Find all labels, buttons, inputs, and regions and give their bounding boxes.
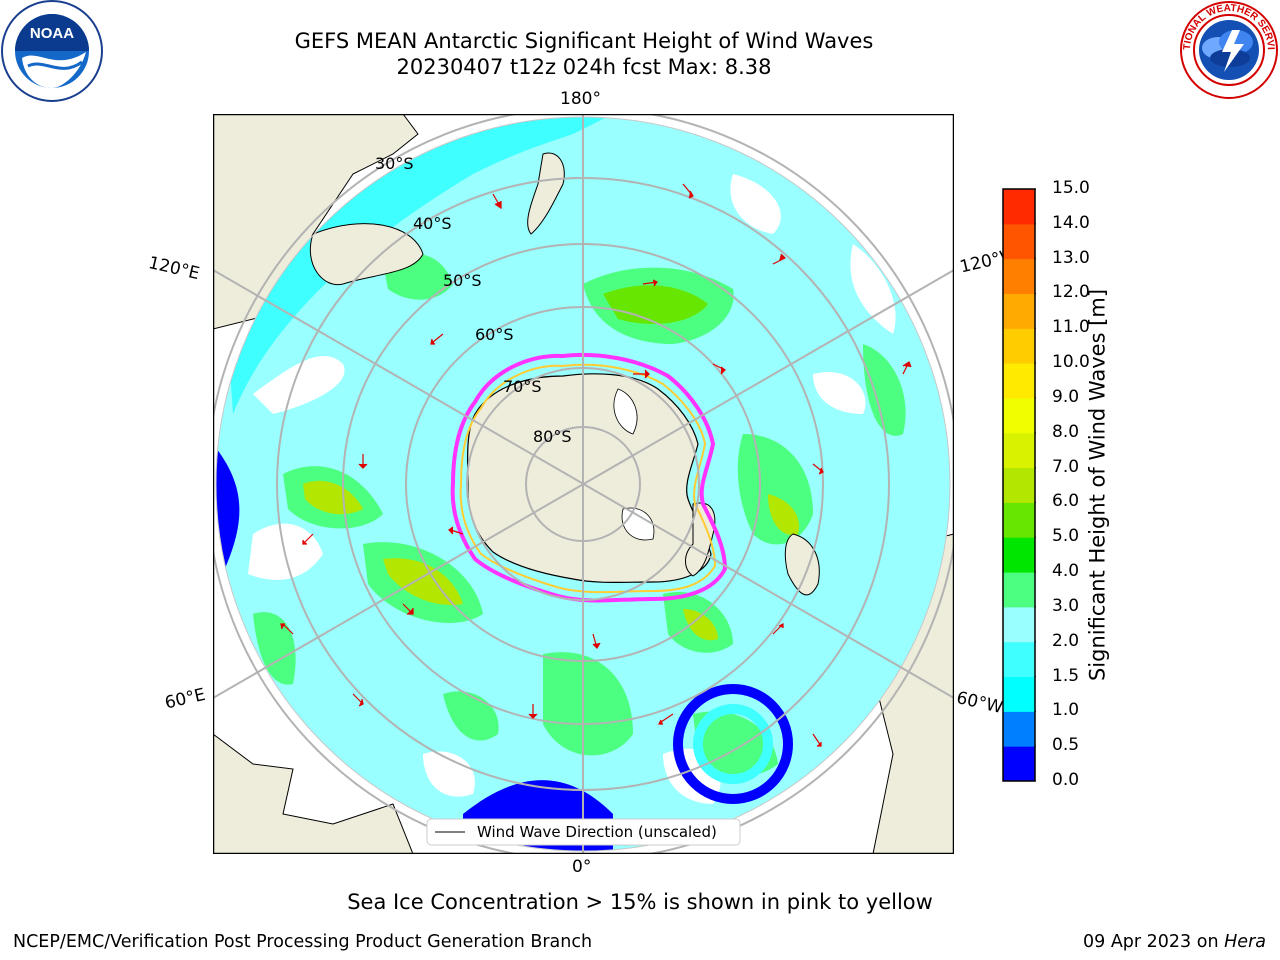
- colorbar-segment: [1003, 223, 1035, 260]
- wave-direction-arrows: [280, 183, 912, 747]
- lon-label-180: 180°: [560, 89, 601, 109]
- colorbar-segment: [1003, 502, 1035, 538]
- footer-branch: NCEP/EMC/Verification Post Processing Pr…: [13, 932, 593, 952]
- graticule: [213, 114, 954, 854]
- sea-ice-note: Sea Ice Concentration > 15% is shown in …: [347, 890, 933, 914]
- colorbar-tick-labels: 0.0 0.5 1.0 1.5 2.0 3.0 4.0 5.0 6.0 7.0 8.0 9.0 10.0…: [1052, 178, 1132, 790]
- lat-label-60s: 60°S: [475, 325, 514, 344]
- lat-label-70s: 70°S: [503, 377, 542, 396]
- lat-label-40s: 40°S: [413, 214, 452, 233]
- colorbar-segment: [1003, 467, 1035, 503]
- chart-subtitle: 20230407 t12z 024h fcst Max: 8.38: [396, 55, 772, 79]
- antarctica: [466, 373, 712, 583]
- footer-machine: Hera: [1224, 932, 1266, 952]
- footer-date: 09 Apr 2023 on Hera: [1083, 932, 1266, 952]
- colorbar-segment: [1003, 258, 1035, 294]
- colorbar: [1002, 188, 1036, 782]
- colorbar-tick: 1.0: [1052, 700, 1080, 721]
- colorbar-tick: 1.5: [1052, 665, 1080, 686]
- colorbar-label: Significant Height of Wind Waves [m]: [1085, 288, 1110, 682]
- colorbar-segment: [1003, 432, 1035, 469]
- footer-date-text: 09 Apr 2023 on: [1082, 932, 1219, 952]
- colorbar-tick: 2.0: [1052, 630, 1080, 651]
- colorbar-tick: 7.0: [1052, 456, 1080, 477]
- map-legend: Wind Wave Direction (unscaled): [426, 818, 741, 846]
- land-corner-bottom-left: [213, 733, 414, 854]
- new-zealand: [527, 152, 565, 235]
- lat-label-50s: 50°S: [443, 271, 482, 290]
- legend-text: Wind Wave Direction (unscaled): [477, 823, 717, 841]
- colorbar-segment: [1003, 606, 1035, 643]
- colorbar-segment: [1003, 328, 1035, 364]
- polar-map: 30°S 40°S 50°S 60°S 70°S 80°S Wind Wave …: [213, 114, 954, 854]
- lon-label-0: 0°: [572, 857, 592, 877]
- lat-label-30s: 30°S: [375, 154, 414, 173]
- noaa-logo: NOAA: [1, 0, 103, 102]
- colorbar-segment: [1003, 189, 1035, 225]
- lon-label-120e: 120°E: [146, 253, 202, 285]
- colorbar-tick: 13.0: [1052, 247, 1090, 268]
- australia-edge: [309, 223, 424, 286]
- antarctic-peninsula: [685, 502, 716, 577]
- colorbar-tick: 3.0: [1052, 595, 1080, 616]
- colorbar-tick: 0.0: [1052, 770, 1080, 790]
- colorbar-tick: 10.0: [1052, 352, 1090, 373]
- colorbar-tick: 6.0: [1052, 491, 1080, 512]
- colorbar-segment: [1003, 397, 1035, 434]
- colorbar-tick: 4.0: [1052, 561, 1080, 582]
- colorbar-segment: [1003, 676, 1035, 712]
- colorbar-segment: [1003, 537, 1035, 573]
- lon-label-60w: 60°W: [954, 688, 1005, 719]
- colorbar-segment: [1003, 293, 1035, 329]
- colorbar-segment: [1003, 641, 1035, 678]
- colorbar-segment: [1003, 711, 1035, 747]
- colorbar-tick: 15.0: [1052, 178, 1090, 198]
- colorbar-tick: 12.0: [1052, 282, 1090, 303]
- colorbar-tick: 0.5: [1052, 735, 1080, 756]
- colorbar-tick: 5.0: [1052, 526, 1080, 547]
- land-corner-top-left: [213, 114, 419, 330]
- lon-label-60e: 60°E: [163, 684, 208, 714]
- lat-label-80s: 80°S: [533, 427, 572, 446]
- colorbar-segment: [1003, 363, 1035, 399]
- chart-title: GEFS MEAN Antarctic Significant Height o…: [294, 29, 874, 53]
- nws-logo: NATIONAL WEATHER SERVICE: [1178, 0, 1278, 99]
- colorbar-tick: 9.0: [1052, 386, 1080, 407]
- colorbar-tick: 14.0: [1052, 212, 1090, 233]
- sea-ice-edge: [450, 352, 728, 603]
- colorbar-tick: 11.0: [1052, 317, 1090, 338]
- colorbar-segment: [1003, 746, 1035, 782]
- colorbar-segment: [1003, 572, 1035, 608]
- noaa-logo-text: NOAA: [30, 25, 74, 42]
- ross-ice-inlet: [613, 388, 638, 435]
- colorbar-tick: 8.0: [1052, 421, 1080, 442]
